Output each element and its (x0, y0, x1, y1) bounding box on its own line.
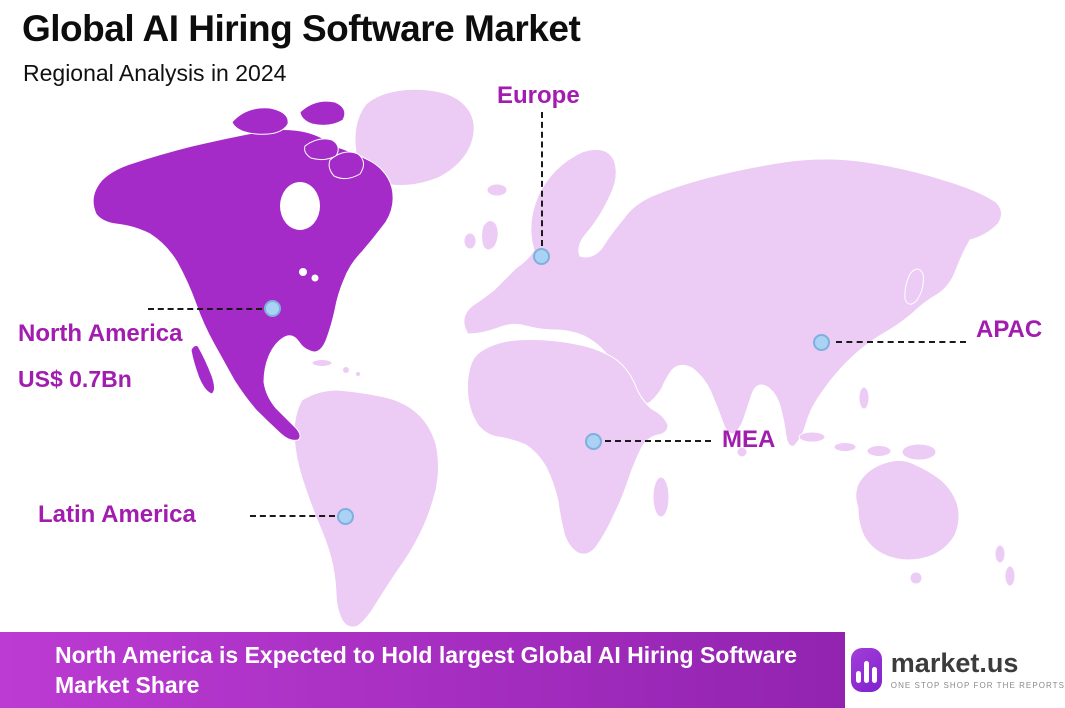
island (833, 442, 857, 452)
leader-line-north-america (148, 308, 262, 310)
marker-mea (585, 433, 602, 450)
island (342, 366, 350, 374)
continent-australia (855, 459, 960, 561)
page-title: Global AI Hiring Software Market (22, 8, 581, 49)
continent-south-america (293, 389, 439, 628)
leader-line-mea (605, 440, 711, 442)
island (904, 268, 924, 305)
label-europe: Europe (497, 82, 580, 109)
brand-name: market.us (890, 648, 1019, 678)
label-latin-america: Latin America (38, 501, 196, 528)
logo-bar (855, 671, 861, 683)
great-lake (311, 274, 319, 282)
logo-bar (863, 661, 869, 683)
baja-peninsula-highlight (190, 345, 215, 395)
footer-banner: North America is Expected to Hold larges… (0, 632, 845, 708)
island (1004, 565, 1016, 587)
hudson-bay (280, 182, 320, 230)
great-lake (299, 268, 307, 276)
island (798, 431, 826, 443)
marker-apac (813, 334, 830, 351)
island (901, 443, 937, 461)
island (858, 386, 870, 410)
marker-europe (533, 248, 550, 265)
island (311, 359, 333, 367)
continent-africa (466, 339, 669, 555)
island (486, 183, 508, 197)
label-north-america-value: US$ 0.7Bn (18, 366, 132, 392)
label-north-america: North America (18, 320, 183, 347)
marketus-logo-icon (851, 648, 882, 692)
page-subtitle: Regional Analysis in 2024 (23, 60, 287, 86)
island (463, 232, 477, 250)
island (866, 445, 892, 457)
leader-line-europe (541, 112, 543, 246)
island (994, 544, 1006, 564)
leader-line-apac (836, 341, 966, 343)
brand-tagline: ONE STOP SHOP FOR THE REPORTS (890, 681, 1065, 690)
label-apac: APAC (976, 316, 1043, 343)
marker-latin-america (337, 508, 354, 525)
marker-north-america (264, 300, 281, 317)
island (355, 371, 361, 377)
island (909, 571, 923, 585)
brand-text: market.us ONE STOP SHOP FOR THE REPORTS (890, 648, 1065, 691)
banner-text: North America is Expected to Hold larges… (55, 641, 798, 698)
brand-block: market.us ONE STOP SHOP FOR THE REPORTS (845, 632, 1065, 708)
arctic-island-highlight (299, 100, 346, 126)
arctic-island-highlight (328, 151, 364, 180)
leader-line-latin-america (250, 515, 335, 517)
continent-eurasia (463, 148, 1002, 447)
island (736, 446, 748, 458)
label-mea: MEA (722, 426, 776, 453)
arctic-island-highlight (231, 107, 289, 135)
island (481, 220, 499, 251)
island-madagascar (652, 476, 670, 518)
logo-bar (871, 667, 877, 683)
